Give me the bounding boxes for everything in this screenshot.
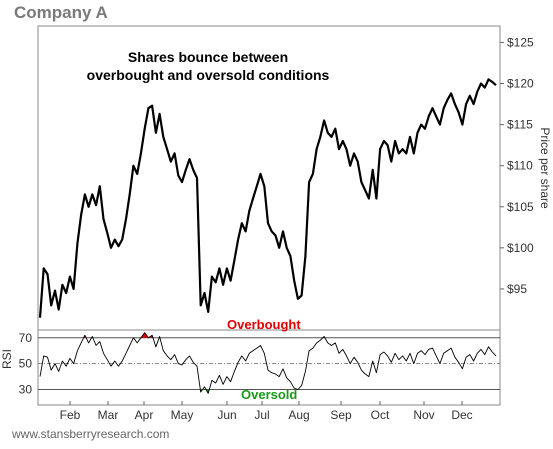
month-tick-label: Oct [371,408,390,422]
price-tick-label: $125 [507,35,534,49]
source-credit: www.stansberryresearch.com [12,427,170,441]
price-tick-label: $95 [507,282,527,296]
month-tick-label: Mar [98,408,119,422]
month-tick-label: Sep [330,408,352,422]
chart-title: Company A [14,3,108,22]
month-tick-label: Aug [288,408,309,422]
price-tick-label: $110 [507,159,533,173]
price-tick-label: $100 [507,241,534,255]
month-tick-label: May [171,408,194,422]
price-tick-label: $120 [507,77,534,91]
price-panel-frame [37,25,501,331]
price-axis-label: Price per share [538,127,552,209]
rsi-tick-label: 50 [19,357,33,371]
annotation-line-1: Shares bounce between [128,49,288,65]
x-axis-ticks: Feb Mar Apr May Jun Jul Aug Sep Oct Nov Dec [60,401,473,422]
price-tick-label: $115 [507,118,533,132]
rsi-series-line [39,332,497,394]
annotation-line-2: overbought and oversold conditions [87,67,330,83]
rsi-panel-frame [37,329,501,406]
rsi-tick-label: 30 [19,382,33,396]
rsi-axis-label: RSI [0,349,14,369]
price-series-line [38,78,497,318]
month-tick-label: Jun [217,408,236,422]
rsi-axis-ticks: 30 50 70 [19,331,33,397]
price-tick-label: $105 [507,200,534,214]
rsi-tick-label: 70 [19,331,33,345]
month-tick-label: Nov [413,408,434,422]
month-tick-label: Apr [135,408,154,422]
month-tick-label: Jul [254,408,269,422]
overbought-label: Overbought [227,317,301,332]
month-tick-label: Feb [60,408,81,422]
price-axis-ticks: $95 $100 $105 $110 $115 $120 $125 [500,35,534,296]
month-tick-label: Dec [451,408,472,422]
oversold-label: Oversold [241,387,297,402]
